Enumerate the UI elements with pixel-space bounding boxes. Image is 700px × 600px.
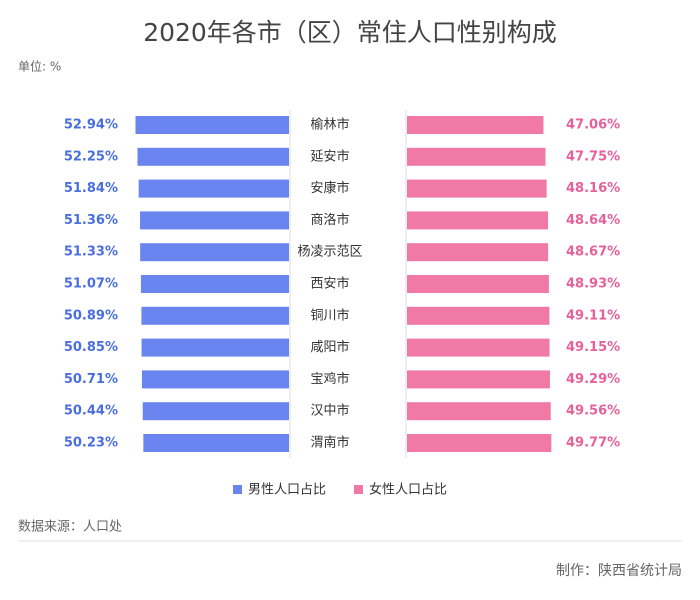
value-label: 48.67%	[566, 245, 620, 260]
category-label: 宝鸡市	[310, 371, 349, 387]
category-label: 榆林市	[310, 117, 349, 133]
legend-swatch	[354, 485, 363, 494]
bar	[407, 275, 549, 293]
bar	[407, 179, 547, 198]
value-label: 49.29%	[566, 372, 620, 387]
value-label: 49.11%	[566, 308, 620, 323]
value-label: 50.85%	[64, 340, 118, 355]
legend-label: 男性人口占比	[248, 483, 326, 498]
bar	[407, 243, 549, 262]
value-label: 49.77%	[566, 436, 620, 451]
bar	[142, 402, 289, 421]
category-label: 汉中市	[310, 403, 349, 419]
legend-label: 女性人口占比	[369, 482, 447, 498]
source: 数据来源：人口处	[18, 520, 122, 535]
unit-label: 单位: %	[18, 59, 61, 74]
category-label: 安康市	[310, 180, 349, 196]
bar	[407, 338, 550, 357]
value-label: 48.16%	[566, 181, 620, 196]
bar	[140, 243, 289, 262]
bar	[138, 179, 289, 198]
bar	[141, 370, 289, 389]
value-label: 51.07%	[64, 277, 118, 292]
value-label: 49.56%	[566, 404, 620, 419]
category-label: 杨凌示范区	[297, 245, 362, 260]
category-label: 西安市	[310, 276, 349, 292]
chart-title: 2020年各市（区）常住人口性别构成	[143, 18, 557, 47]
value-label: 50.44%	[64, 404, 118, 419]
bar	[140, 275, 289, 293]
category-label: 铜川市	[310, 307, 349, 323]
credit: 制作：陕西省统计局	[556, 563, 682, 579]
bar	[407, 211, 549, 230]
value-label: 52.25%	[64, 149, 118, 164]
value-label: 50.89%	[64, 308, 118, 323]
bar	[143, 434, 289, 452]
value-label: 50.71%	[64, 372, 118, 387]
value-label: 48.64%	[566, 213, 620, 228]
value-label: 48.93%	[566, 277, 620, 292]
bar	[140, 211, 289, 230]
bar	[407, 434, 552, 452]
category-label: 渭南市	[310, 435, 349, 451]
bar	[407, 306, 550, 325]
category-label: 延安市	[310, 148, 349, 164]
value-label: 51.84%	[64, 181, 118, 196]
value-label: 47.06%	[566, 118, 620, 133]
value-label: 51.36%	[64, 213, 118, 228]
bar	[135, 116, 289, 134]
category-label: 商洛市	[310, 212, 349, 228]
bar	[137, 147, 289, 166]
value-label: 47.75%	[566, 149, 620, 164]
bar	[407, 116, 544, 134]
bar	[407, 370, 550, 389]
bar	[141, 338, 289, 357]
bar	[407, 147, 546, 166]
value-label: 50.23%	[64, 436, 118, 451]
value-label: 52.94%	[64, 118, 118, 133]
value-label: 49.15%	[566, 340, 620, 355]
bar	[407, 402, 551, 421]
category-label: 咸阳市	[310, 339, 349, 355]
value-label: 51.33%	[64, 245, 118, 260]
legend-swatch	[233, 485, 242, 494]
bar	[141, 306, 289, 325]
